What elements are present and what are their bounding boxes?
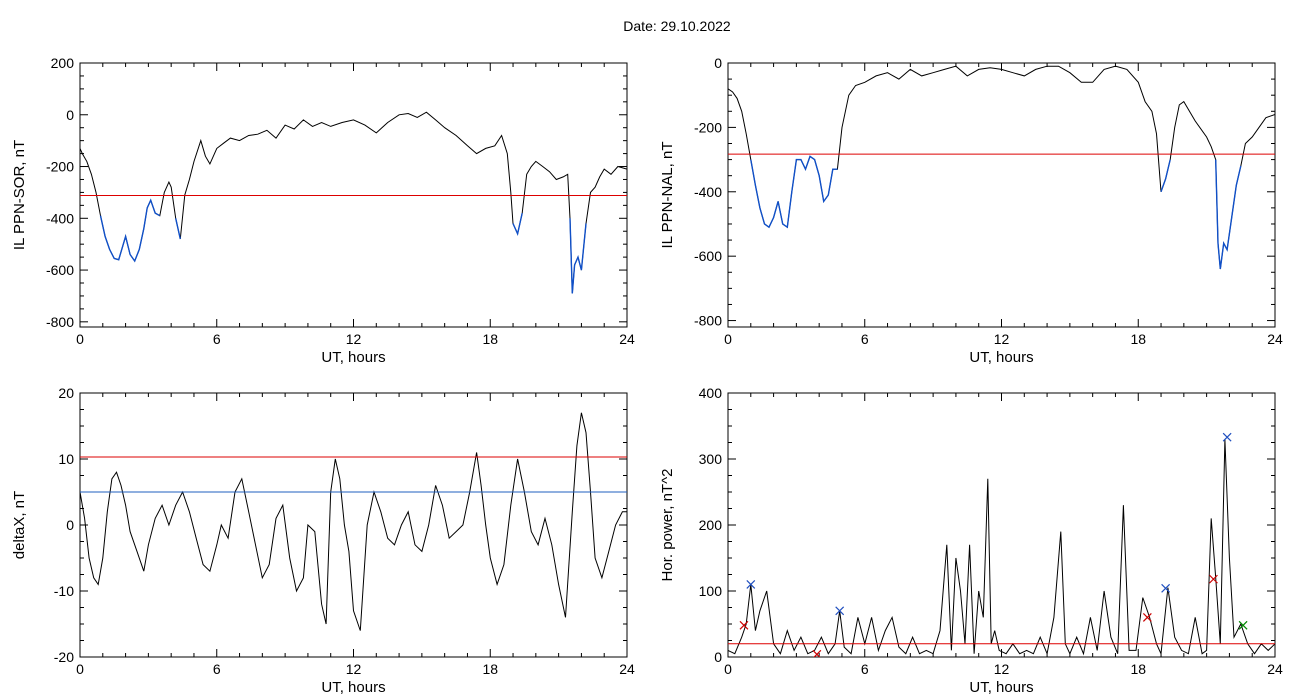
x-tick-label: 6 — [213, 661, 221, 677]
peak-marker-stroke — [1161, 583, 1171, 593]
x-tick-label: 18 — [482, 331, 498, 347]
peak-marker — [746, 579, 756, 589]
x-tick-label: 0 — [76, 331, 84, 347]
peak-marker — [739, 620, 749, 630]
y-tick-label: -200 — [46, 159, 74, 175]
y-axis-label: IL PPN-SOR, nT — [11, 140, 28, 250]
x-tick-label: 24 — [1267, 331, 1283, 347]
x-tick-label: 18 — [482, 661, 498, 677]
x-tick-label: 6 — [861, 331, 869, 347]
y-axis-label: IL PPN-NAL, nT — [659, 142, 676, 249]
series-line — [728, 65, 1275, 270]
y-tick-label: 300 — [699, 451, 723, 467]
x-tick-label: 12 — [346, 331, 362, 347]
x-tick-label: 6 — [213, 331, 221, 347]
y-axis-label: deltaX, nT — [11, 491, 28, 559]
peak-marker-stroke — [813, 649, 822, 657]
peak-marker-stroke — [1209, 574, 1218, 584]
y-tick-label: -200 — [694, 119, 722, 135]
peak-marker-stroke — [1222, 432, 1232, 442]
y-tick-label: 100 — [699, 583, 723, 599]
x-tick-label: 12 — [346, 661, 362, 677]
y-tick-label: -800 — [694, 313, 722, 329]
y-tick-label: 200 — [699, 517, 723, 533]
below-threshold-segment — [569, 218, 587, 294]
below-threshold-segment — [99, 198, 161, 263]
x-tick-label: 0 — [76, 661, 84, 677]
peak-marker — [812, 649, 822, 657]
below-threshold-segment — [1160, 159, 1171, 193]
y-axis-label: Hor. power, nT^2 — [659, 469, 676, 582]
x-tick-label: 24 — [619, 661, 635, 677]
peak-marker-stroke — [835, 606, 845, 616]
y-tick-label: 200 — [51, 55, 75, 71]
y-tick-label: 20 — [58, 385, 74, 401]
peak-marker-stroke — [1142, 612, 1152, 622]
y-tick-label: 0 — [714, 55, 722, 71]
x-tick-label: 24 — [619, 331, 635, 347]
x-axis-label: UT, hours — [321, 349, 385, 366]
series-line — [80, 412, 627, 631]
plot-area — [80, 111, 627, 294]
y-tick-label: -600 — [46, 262, 74, 278]
chart-deltax: 0 6 12 18 24 -20 -10 0 10 20 UT, hours deltaX, nT — [11, 385, 635, 696]
peak-marker-stroke — [739, 620, 749, 630]
x-tick-label: 18 — [1130, 331, 1146, 347]
peak-marker — [835, 606, 845, 616]
series-line — [728, 439, 1275, 656]
page-title: Date: 29.10.2022 — [623, 18, 731, 34]
x-tick-label: 6 — [861, 661, 869, 677]
chart-ppn-sor: 0 6 12 18 24 -800 -600 -400 -200 0 200 UT, hours IL … — [11, 55, 635, 366]
x-tick-label: 24 — [1267, 661, 1283, 677]
x-axis-label: UT, hours — [969, 679, 1033, 696]
y-tick-label: -800 — [46, 314, 74, 330]
x-tick-label: 0 — [724, 331, 732, 347]
y-tick-label: 10 — [58, 451, 74, 467]
y-tick-label: 0 — [66, 517, 74, 533]
peak-marker-stroke — [746, 579, 756, 589]
y-tick-label: -400 — [46, 210, 74, 226]
y-tick-label: -10 — [54, 583, 74, 599]
y-tick-label: 0 — [66, 107, 74, 123]
y-tick-label: 0 — [714, 649, 722, 665]
plot-frame — [727, 62, 1276, 328]
below-threshold-segment — [750, 155, 838, 229]
x-axis-label: UT, hours — [969, 349, 1033, 366]
chart-ppn-nal: 0 6 12 18 24 -800 -600 -400 -200 0 UT, hours IL PPN… — [659, 55, 1283, 366]
peak-marker — [1142, 612, 1152, 622]
plot-frame — [79, 392, 628, 658]
plot-frame — [727, 392, 1276, 658]
y-tick-label: -400 — [694, 184, 722, 200]
plot-frame — [79, 62, 628, 328]
y-tick-label: -600 — [694, 248, 722, 264]
chart-hor-power: 0 6 12 18 24 0 100 200 300 400 UT, hours Hor. power… — [659, 385, 1283, 696]
below-threshold-segment — [175, 218, 181, 240]
peak-marker — [1222, 432, 1232, 442]
x-tick-label: 18 — [1130, 661, 1146, 677]
peak-marker — [1209, 574, 1218, 584]
peak-marker-stroke — [1238, 620, 1248, 630]
plot-area — [80, 412, 627, 631]
series-line — [80, 111, 627, 294]
plot-area — [728, 432, 1275, 657]
peak-marker — [1161, 583, 1171, 593]
below-threshold-segment — [1215, 159, 1242, 270]
x-tick-label: 0 — [724, 661, 732, 677]
y-tick-label: -20 — [54, 649, 74, 665]
plot-area — [728, 65, 1275, 270]
below-threshold-segment — [512, 212, 523, 237]
peak-marker — [1238, 620, 1248, 630]
x-axis-label: UT, hours — [321, 679, 385, 696]
x-tick-label: 12 — [994, 661, 1010, 677]
x-tick-label: 12 — [994, 331, 1010, 347]
y-tick-label: 400 — [699, 385, 723, 401]
